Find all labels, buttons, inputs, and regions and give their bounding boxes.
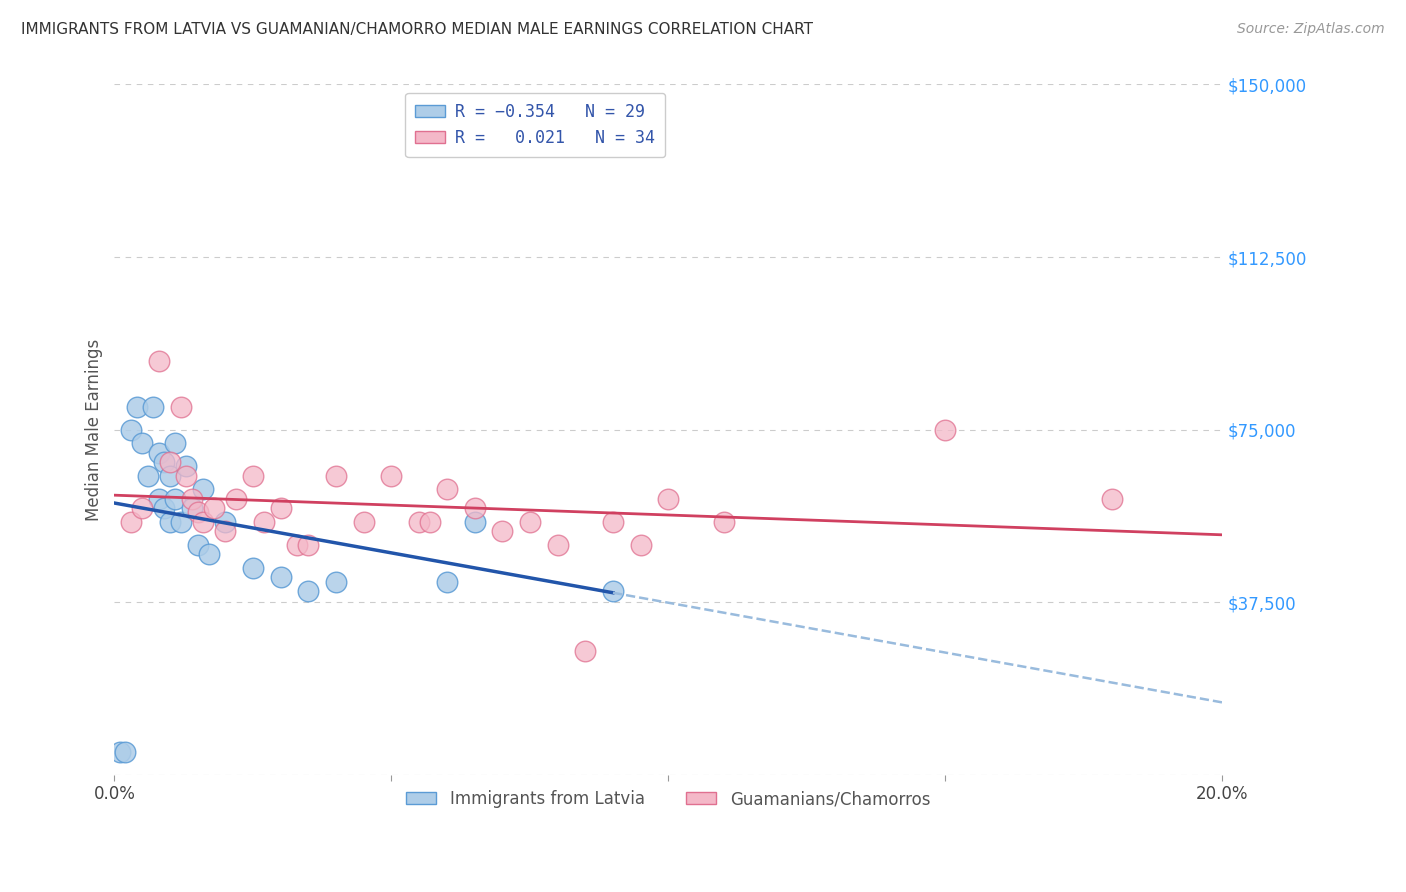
Point: [713, 515, 735, 529]
Point: [285, 538, 308, 552]
Point: [463, 500, 485, 515]
Point: [114, 745, 136, 759]
Point: [602, 515, 624, 529]
Point: [325, 574, 347, 589]
Point: [214, 524, 236, 538]
Point: [142, 400, 165, 414]
Point: [297, 583, 319, 598]
Point: [214, 515, 236, 529]
Point: [148, 353, 170, 368]
Point: [148, 491, 170, 506]
Point: [934, 423, 956, 437]
Y-axis label: Median Male Earnings: Median Male Earnings: [86, 338, 103, 521]
Point: [108, 745, 131, 759]
Point: [325, 468, 347, 483]
Point: [176, 468, 198, 483]
Point: [270, 500, 292, 515]
Point: [165, 491, 187, 506]
Text: Source: ZipAtlas.com: Source: ZipAtlas.com: [1237, 22, 1385, 37]
Point: [380, 468, 402, 483]
Point: [519, 515, 541, 529]
Point: [181, 491, 204, 506]
Point: [253, 515, 276, 529]
Point: [159, 515, 181, 529]
Point: [159, 468, 181, 483]
Point: [186, 506, 208, 520]
Point: [136, 468, 159, 483]
Point: [408, 515, 430, 529]
Point: [120, 423, 142, 437]
Point: [602, 583, 624, 598]
Point: [159, 455, 181, 469]
Point: [225, 491, 247, 506]
Point: [491, 524, 513, 538]
Point: [125, 400, 148, 414]
Point: [153, 500, 176, 515]
Point: [353, 515, 375, 529]
Point: [148, 445, 170, 459]
Point: [202, 500, 225, 515]
Point: [186, 538, 208, 552]
Point: [1101, 491, 1123, 506]
Point: [436, 483, 458, 497]
Point: [131, 436, 153, 450]
Point: [131, 500, 153, 515]
Point: [153, 455, 176, 469]
Point: [165, 436, 187, 450]
Point: [176, 459, 198, 474]
Point: [436, 574, 458, 589]
Point: [197, 547, 219, 561]
Point: [463, 515, 485, 529]
Point: [270, 570, 292, 584]
Point: [170, 400, 193, 414]
Point: [120, 515, 142, 529]
Text: IMMIGRANTS FROM LATVIA VS GUAMANIAN/CHAMORRO MEDIAN MALE EARNINGS CORRELATION CH: IMMIGRANTS FROM LATVIA VS GUAMANIAN/CHAM…: [21, 22, 813, 37]
Point: [547, 538, 569, 552]
Point: [242, 560, 264, 574]
Point: [297, 538, 319, 552]
Point: [181, 500, 204, 515]
Point: [191, 483, 214, 497]
Point: [574, 643, 596, 657]
Legend: Immigrants from Latvia, Guamanians/Chamorros: Immigrants from Latvia, Guamanians/Chamo…: [399, 783, 936, 814]
Point: [191, 515, 214, 529]
Point: [242, 468, 264, 483]
Point: [170, 515, 193, 529]
Point: [630, 538, 652, 552]
Point: [657, 491, 679, 506]
Point: [419, 515, 441, 529]
